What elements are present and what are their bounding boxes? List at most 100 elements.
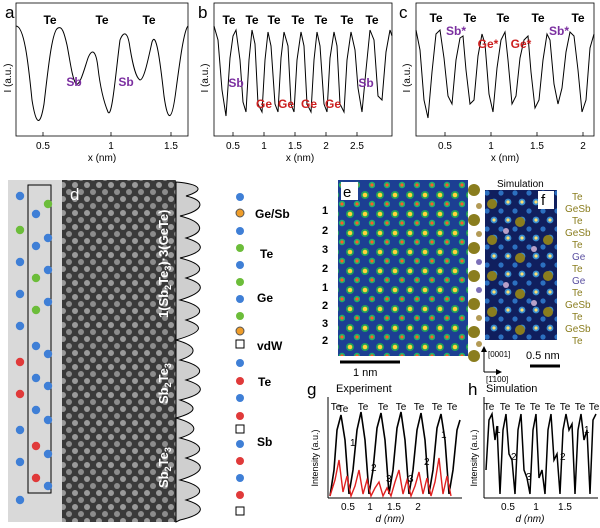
panel-h: h Simulation Intensity (a.u.) Te Te Te T… [468, 380, 600, 525]
panel-a: a I (a.u.) Te Te Te Sb Sb 0.5 1 1.5 x (n… [3, 2, 189, 164]
panel-c-profile [415, 28, 595, 119]
panel-g-peak-4: 3 [408, 474, 414, 485]
panel-e-row-3: 3 [322, 244, 328, 256]
panel-f-species-1: Te [572, 192, 583, 203]
panel-h-title: Simulation [486, 383, 537, 395]
panel-g-te-8: Te [331, 402, 342, 413]
panel-h-te-4: Te [530, 402, 541, 413]
panel-b-te-5: Te [314, 13, 327, 27]
panel-b: b I (a.u.) Te Te Te Te Te Te Te Sb Sb Ge… [198, 2, 393, 164]
panel-g-title: Experiment [336, 383, 392, 395]
panel-b-profile [213, 25, 393, 117]
panel-h-letter: h [468, 380, 477, 399]
panel-c-tick-4: 2 [580, 141, 586, 152]
panel-a-ylabel: I (a.u.) [3, 64, 14, 93]
panel-g-profile-black [329, 411, 461, 497]
panel-b-letter: b [198, 3, 207, 22]
panel-d-intensity-profile [174, 181, 201, 523]
panel-e-stem-image [338, 180, 468, 356]
panel-e-letter: e [343, 184, 351, 201]
panel-g-letter: g [307, 380, 316, 399]
panel-e: e 1 2 3 2 1 2 3 2 1 nm [322, 180, 468, 379]
panel-f-species-3: Te [572, 216, 583, 227]
panel-h-xlabel: d (nm) [516, 514, 545, 525]
panel-d-layer-label-1: 1(Sb2Te3)·3(GeTe) [156, 209, 173, 318]
panel-g-te-6: Te [432, 402, 443, 413]
panel-f-species-11: Te [572, 312, 583, 323]
panel-c-te-2: Te [463, 11, 476, 25]
panel-c-tick-1: 0.5 [438, 141, 452, 152]
panel-e-row-5: 1 [322, 282, 328, 294]
panel-g-ylabel: Intensity (a.u.) [310, 429, 320, 486]
panel-a-letter: a [5, 3, 15, 22]
panel-d-layer-label-3: Sb2Te3 [156, 447, 173, 488]
panel-e-scale-label: 1 nm [353, 367, 377, 379]
panel-g-peak-2: 2 [371, 463, 377, 474]
panel-a-tick-2: 1 [108, 141, 114, 152]
panel-f-title: Simulation [497, 179, 544, 190]
panel-h-te-8: Te [589, 402, 600, 413]
panel-h-peak-4: 2 [560, 452, 566, 463]
panel-b-xlabel: x (nm) [286, 153, 314, 164]
panel-d-unit-cell [27, 184, 52, 494]
panel-g-tick-1: 0.5 [341, 502, 355, 513]
panel-d-legend-gesb: Ge/Sb [255, 207, 290, 221]
panel-e-row-8: 2 [322, 335, 328, 347]
panel-b-ge-3: Ge [301, 97, 317, 111]
panel-a-sb-2: Sb [118, 75, 133, 89]
panel-c-te-1: Te [429, 11, 442, 25]
panel-a-tick-1: 0.5 [36, 141, 50, 152]
panel-c-gestar-2: Ge* [511, 37, 532, 51]
panel-a-xlabel: x (nm) [88, 153, 116, 164]
panel-b-ge-1: Ge [256, 97, 272, 111]
panel-g-profile-red [329, 457, 452, 499]
panel-g-peak-6: 1 [441, 430, 447, 441]
panel-c-tick-3: 1.5 [530, 141, 544, 152]
panel-f-species-8: Ge [572, 276, 586, 287]
panel-f: Simulation f Te GeSb Te GeSb Te Ge Te Ge… [481, 179, 591, 384]
panel-c: c I (a.u.) Te Te Te Te Te Sb* Sb* Ge* Ge… [399, 2, 595, 164]
panel-f-species-2: GeSb [565, 204, 591, 215]
panel-b-tick-4: 2 [323, 141, 329, 152]
panel-b-te-2: Te [245, 13, 258, 27]
panel-g-te-4: Te [396, 402, 407, 413]
panel-e-row-6: 2 [322, 300, 328, 312]
panel-g-peak-3: 3 [386, 474, 392, 485]
panel-g-tick-3: 1.5 [387, 502, 401, 513]
panel-d: d 1(Sb2Te3)·3(GeTe) Sb2Te3 Sb2Te3 Ge/Sb … [8, 180, 290, 523]
panel-h-peak-1: 1 [495, 425, 501, 436]
panel-h-te-5: Te [545, 402, 556, 413]
panel-g-tick-4: 2 [415, 502, 421, 513]
panel-h-te-3: Te [515, 402, 526, 413]
panel-f-letter: f [541, 192, 546, 209]
panel-g-te-5: Te [414, 402, 425, 413]
panel-h-profile [485, 411, 597, 495]
panel-g-peak-1: 1 [350, 438, 356, 449]
panel-b-te-3: Te [267, 13, 280, 27]
panel-a-te-1: Te [43, 13, 56, 27]
panel-f-species-6: Ge [572, 252, 586, 263]
panel-c-sbstar-2: Sb* [549, 24, 569, 38]
panel-b-te-7: Te [365, 13, 378, 27]
panel-a-profile [15, 25, 189, 121]
panel-g-peak-5: 2 [424, 457, 430, 468]
panel-b-sb-2: Sb [358, 76, 373, 90]
panel-g-tick-2: 1 [367, 502, 373, 513]
panel-h-tick-3: 1.5 [558, 502, 572, 513]
panel-g-xlabel: d (nm) [376, 514, 405, 525]
panel-c-sbstar-1: Sb* [446, 24, 466, 38]
panel-c-gestar-1: Ge* [478, 37, 499, 51]
panel-a-te-2: Te [95, 13, 108, 27]
panel-b-te-6: Te [340, 13, 353, 27]
panel-h-tick-1: 0.5 [501, 502, 515, 513]
panel-b-tick-2: 1 [261, 141, 267, 152]
panel-d-haadf-image [62, 180, 176, 522]
panel-e-row-4: 2 [322, 263, 328, 275]
panel-d-letter: d [70, 185, 79, 204]
panel-f-species-9: Te [572, 288, 583, 299]
panel-c-te-3: Te [496, 11, 509, 25]
panel-f-scale-label: 0.5 nm [526, 350, 560, 362]
panel-b-ylabel: I (a.u.) [200, 64, 211, 93]
panel-b-tick-5: 2.5 [350, 141, 364, 152]
panel-f-species-12: GeSb [565, 324, 591, 335]
